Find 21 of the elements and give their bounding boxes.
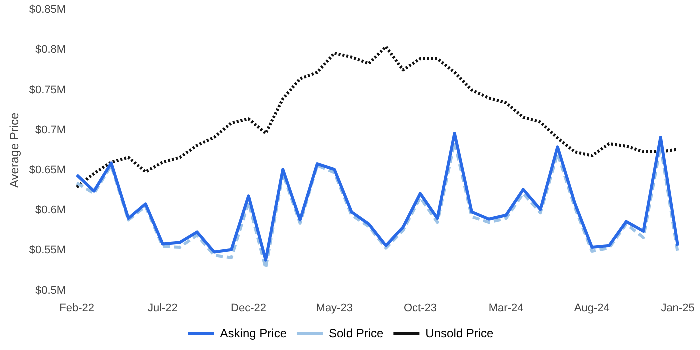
x-tick-label: Jul-22 [148,302,178,314]
y-tick-label: $0.5M [36,284,66,297]
y-tick-label: $0.55M [29,244,66,257]
legend-label: Asking Price [220,326,288,340]
legend-label: Unsold Price [426,326,494,340]
x-tick-label: Jan-25 [661,302,695,314]
x-tick-label: Aug-24 [574,302,610,314]
y-tick-label: $0.7M [36,124,66,136]
y-tick-label: $0.6M [36,204,66,217]
line-series [76,45,680,189]
y-tick-label: $0.85M [29,4,66,16]
x-tick-label: May-23 [316,302,353,314]
y-tick-label: $0.65M [29,164,66,176]
x-tick-label: Feb-22 [60,302,95,314]
x-tick-label: Oct-23 [404,302,437,314]
x-tick-label: Dec-22 [231,302,267,314]
y-tick-label: $0.8M [36,44,66,56]
y-axis-title: Average Price [8,112,22,188]
x-tick-label: Mar-24 [488,302,524,314]
y-tick-label: $0.75M [29,84,66,96]
legend-label: Sold Price [328,326,384,340]
